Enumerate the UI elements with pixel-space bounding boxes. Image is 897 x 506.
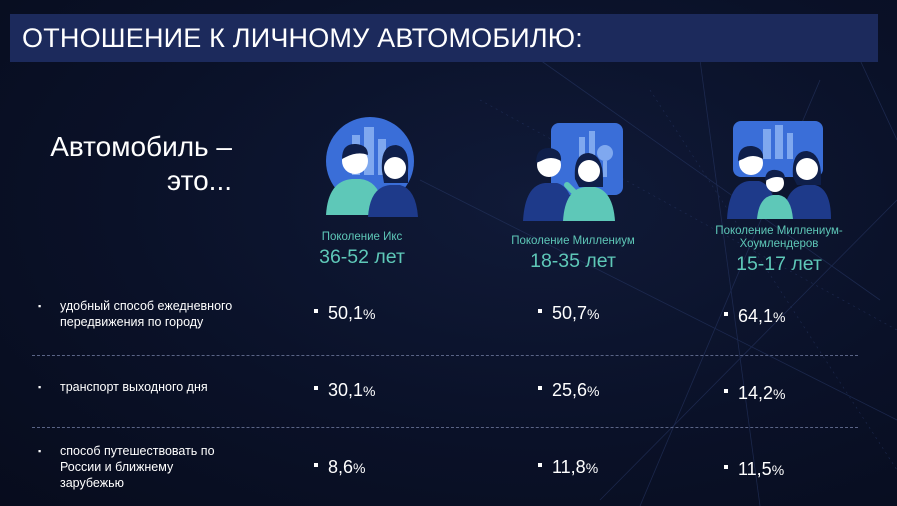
percent-sign: % <box>587 383 600 399</box>
bullet-square <box>538 386 542 391</box>
bullet-square <box>538 309 542 314</box>
generation-millennial-column: Поколение Миллениум 18-35 лет <box>488 123 658 272</box>
bullet-square <box>724 312 728 317</box>
row-label-line: способ путешествовать по <box>60 444 215 458</box>
bullet-square <box>314 309 318 314</box>
value-cell: 14,2% <box>724 383 786 404</box>
value: 11,8 <box>552 457 586 477</box>
generation-age: 36-52 лет <box>319 246 405 268</box>
percent-sign: % <box>587 306 600 322</box>
row-label-line: удобный способ ежедневного <box>60 299 233 313</box>
value: 14,2 <box>738 383 774 403</box>
value: 30,1 <box>328 380 364 400</box>
bullet-square <box>538 463 542 468</box>
percent-sign: % <box>771 462 785 478</box>
value-cell: 25,6% <box>538 380 600 401</box>
row-label-line: зарубежью <box>60 476 124 490</box>
bullet: ▪ <box>38 382 42 392</box>
row-divider <box>32 355 858 356</box>
value-cell: 30,1% <box>314 380 376 401</box>
bullet-square <box>724 389 728 394</box>
value-cell: 50,7% <box>538 303 600 324</box>
generation-homelander-column: Поколение Миллениум- Хоумлендеров 15-17 … <box>694 121 864 275</box>
generation-x-column: Поколение Икс 36-52 лет <box>277 117 447 268</box>
page-title: ОТНОШЕНИЕ К ЛИЧНОМУ АВТОМОБИЛЮ: <box>22 23 583 53</box>
heading: Автомобиль – это... <box>38 130 232 198</box>
row-label-line: передвижения по городу <box>60 315 204 329</box>
bullet-square <box>314 463 318 468</box>
percent-sign: % <box>363 383 376 399</box>
value: 25,6 <box>552 380 588 400</box>
percent-sign: % <box>363 306 376 322</box>
bullet-square <box>724 465 728 470</box>
generation-age: 18-35 лет <box>530 250 616 272</box>
percent-sign: % <box>773 309 786 325</box>
value: 11,5 <box>738 459 772 479</box>
bullet-square <box>314 386 318 391</box>
generation-name-line-2: Хоумлендеров <box>739 238 819 250</box>
generation-name-line-1: Поколение Миллениум- <box>715 225 843 237</box>
people-city-icon <box>326 117 418 217</box>
value-cell: 11,5% <box>724 459 784 480</box>
value: 8,6 <box>328 457 354 477</box>
family-icon <box>727 121 831 219</box>
value-cell: 50,1% <box>314 303 376 324</box>
row-label-line: России и ближнему <box>60 460 174 474</box>
title-bar: ОТНОШЕНИЕ К ЛИЧНОМУ АВТОМОБИЛЮ: <box>10 14 878 62</box>
percent-sign: % <box>773 386 786 402</box>
people-wifi-icon <box>523 123 623 221</box>
value-cell: 8,6% <box>314 457 365 478</box>
heading-line-1: Автомобиль – <box>50 131 232 162</box>
percent-sign: % <box>353 460 366 476</box>
value: 50,1 <box>328 303 364 323</box>
generation-name: Поколение Миллениум <box>511 235 635 247</box>
value-cell: 64,1% <box>724 306 786 327</box>
heading-line-2: это... <box>166 165 232 196</box>
value: 50,7 <box>552 303 588 323</box>
row-label-line: транспорт выходного дня <box>60 380 208 394</box>
bullet: ▪ <box>38 446 42 456</box>
bullet: ▪ <box>38 301 42 311</box>
value-cell: 11,8% <box>538 457 598 478</box>
generation-age: 15-17 лет <box>736 253 822 275</box>
row-divider <box>32 427 858 428</box>
value: 64,1 <box>738 306 774 326</box>
generation-name: Поколение Икс <box>321 231 403 243</box>
percent-sign: % <box>585 460 599 476</box>
